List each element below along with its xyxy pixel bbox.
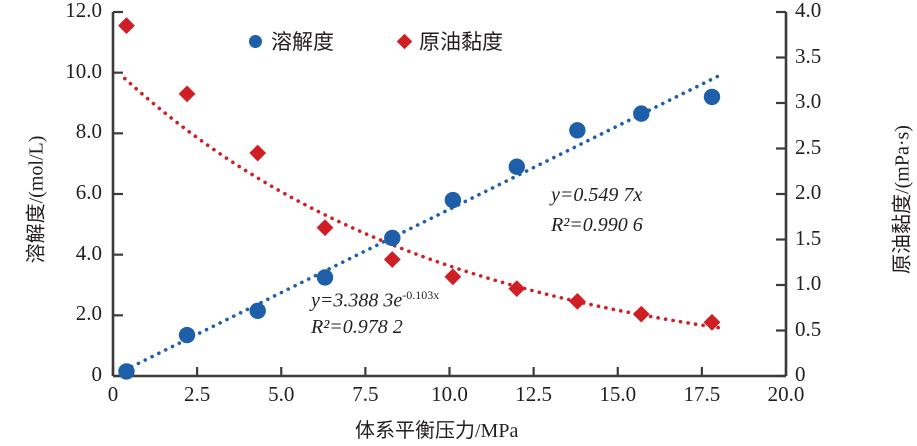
legend-item-solubility[interactable]: 溶解度 (249, 26, 334, 56)
tick-label: 10.0 (431, 382, 468, 406)
tick-label: 2.0 (75, 301, 102, 326)
tick-label: 2.5 (795, 134, 822, 159)
tick-label: 15.0 (599, 382, 637, 406)
viscosity-trendline (122, 76, 721, 330)
data-point (703, 313, 721, 331)
x-axis-title: 体系平衡压力/MPa (355, 420, 519, 442)
data-point (632, 305, 650, 323)
data-point (508, 280, 526, 298)
axis-ticks (111, 10, 788, 378)
data-point (178, 85, 196, 103)
tick-label: 4.0 (795, 0, 822, 22)
tick-label: 3.0 (795, 89, 822, 113)
exp-eq-exponent: -0.103x (402, 288, 440, 302)
tick-label: 0 (107, 382, 119, 406)
legend-label-solubility: 溶解度 (271, 31, 334, 54)
tick-label: 1.0 (795, 271, 822, 295)
linear-eq-text: y=0.549 7x (551, 184, 643, 206)
data-point (118, 363, 135, 380)
y-right-axis-title: 原油黏度/(mPa·s) (891, 125, 914, 274)
tick-label: 8.0 (75, 119, 102, 144)
linear-fit-equation: y=0.549 7x (551, 184, 642, 207)
exp-eq-text: y=3.388 3e (311, 289, 403, 312)
exponential-fit-equation: y=3.388 3e-0.103x (311, 288, 439, 313)
circle-marker-icon (249, 34, 262, 48)
tick-label: 0 (91, 362, 103, 386)
legend-item-viscosity[interactable]: 原油黏度 (396, 26, 503, 56)
data-point (568, 292, 586, 310)
tick-label: 4.0 (75, 240, 102, 265)
exp-r2-text: R²=0.978 2 (311, 316, 403, 338)
tick-label: 20.0 (767, 382, 805, 406)
solubility-data-points (118, 88, 721, 380)
data-point (118, 17, 135, 35)
tick-label: 17.5 (683, 382, 721, 406)
data-point (703, 88, 721, 106)
linear-r2-text: R²=0.990 6 (551, 214, 643, 236)
data-point (384, 229, 401, 247)
tick-label: 3.5 (795, 43, 822, 68)
data-point (316, 219, 334, 237)
tick-label: 12.5 (515, 382, 552, 406)
data-point (633, 105, 650, 122)
data-point (249, 302, 266, 319)
tick-label: 0 (795, 362, 806, 386)
tick-label: 2.0 (795, 180, 822, 204)
data-point (508, 158, 525, 175)
tick-label: 5.0 (268, 382, 295, 406)
data-point (444, 191, 462, 209)
legend-label-viscosity: 原油黏度 (419, 31, 503, 54)
data-point (383, 251, 401, 268)
data-point (444, 268, 462, 286)
y-left-axis-title: 溶解度/(mol/L) (25, 135, 48, 264)
solubility-trendline (122, 72, 724, 372)
tick-label: 7.5 (352, 382, 379, 406)
data-point (569, 122, 586, 139)
viscosity-data-points (118, 17, 721, 331)
exponential-fit-r2: R²=0.978 2 (311, 316, 403, 339)
tick-label: 12.0 (65, 0, 102, 22)
tick-label: 0.5 (795, 316, 822, 341)
tick-label: 1.5 (795, 225, 822, 250)
tick-label: 10.0 (65, 58, 102, 83)
data-point (249, 144, 267, 162)
data-point (178, 326, 196, 344)
data-point (316, 269, 334, 286)
tick-label: 6.0 (75, 180, 102, 204)
tick-label: 2.5 (184, 382, 211, 406)
linear-fit-r2: R²=0.990 6 (551, 214, 643, 237)
diamond-marker-icon (396, 33, 413, 49)
